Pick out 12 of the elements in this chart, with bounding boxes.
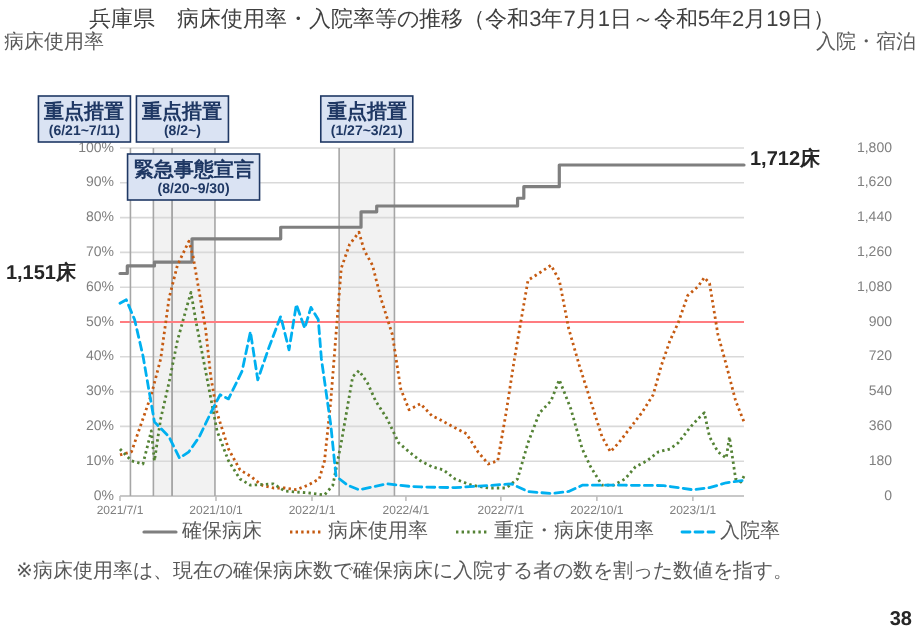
legend-label: 確保病床 bbox=[180, 519, 262, 544]
legend-label: 病床使用率 bbox=[328, 519, 428, 544]
y2-axis-title: 入院・宿泊 bbox=[816, 30, 916, 54]
y-axis-title: 病床使用率 bbox=[4, 30, 104, 54]
text: 1,712床 bbox=[750, 147, 823, 172]
text: 1,151床 bbox=[5, 261, 78, 286]
text: 38 bbox=[889, 609, 913, 632]
legend-label: 入院率 bbox=[720, 519, 780, 544]
line-series bbox=[118, 230, 746, 492]
legend-label: 重症・病床使用率 bbox=[494, 519, 654, 544]
chart-title: 兵庫県 病床使用率・入院率等の推移（令和3年7月1日～令和5年2月19日） bbox=[89, 6, 835, 32]
text: ※病床使用率は、現在の確保病床数で確保病床に入院する者の数を割った数値を指す。 bbox=[16, 559, 793, 584]
